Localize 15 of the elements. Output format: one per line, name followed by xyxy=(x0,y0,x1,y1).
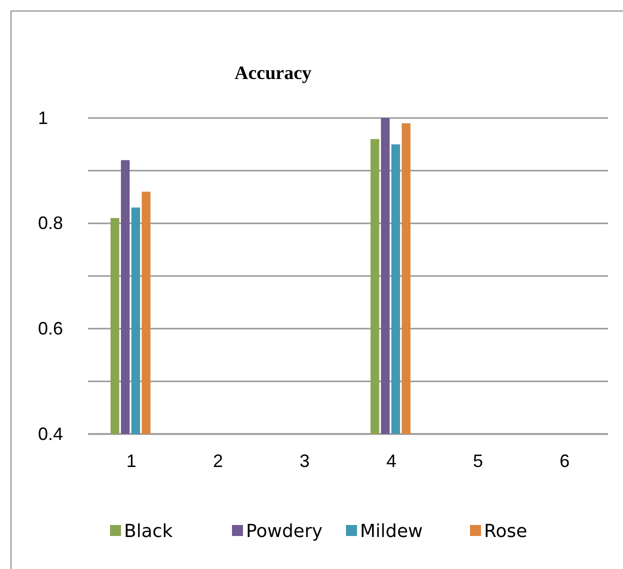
x-tick-label: 3 xyxy=(300,450,310,471)
x-tick-label: 4 xyxy=(386,450,396,471)
x-tick-label: 2 xyxy=(212,450,224,471)
y-tick-label: 0.8 xyxy=(38,213,64,234)
legend-label: Mildew xyxy=(360,521,423,542)
x-tick-label: 5 xyxy=(472,450,484,471)
legend-label: Black xyxy=(124,521,174,542)
y-tick-label: 1 xyxy=(38,108,48,128)
y-tick-label: 0.4 xyxy=(38,424,64,444)
chart-title: Accuracy xyxy=(234,63,312,84)
legend-label: Powdery xyxy=(246,521,323,542)
y-tick-label: 0.6 xyxy=(38,318,64,338)
legend-label: Rose xyxy=(484,521,528,542)
x-tick-label: 6 xyxy=(560,450,570,471)
x-tick-label: 1 xyxy=(126,450,136,471)
